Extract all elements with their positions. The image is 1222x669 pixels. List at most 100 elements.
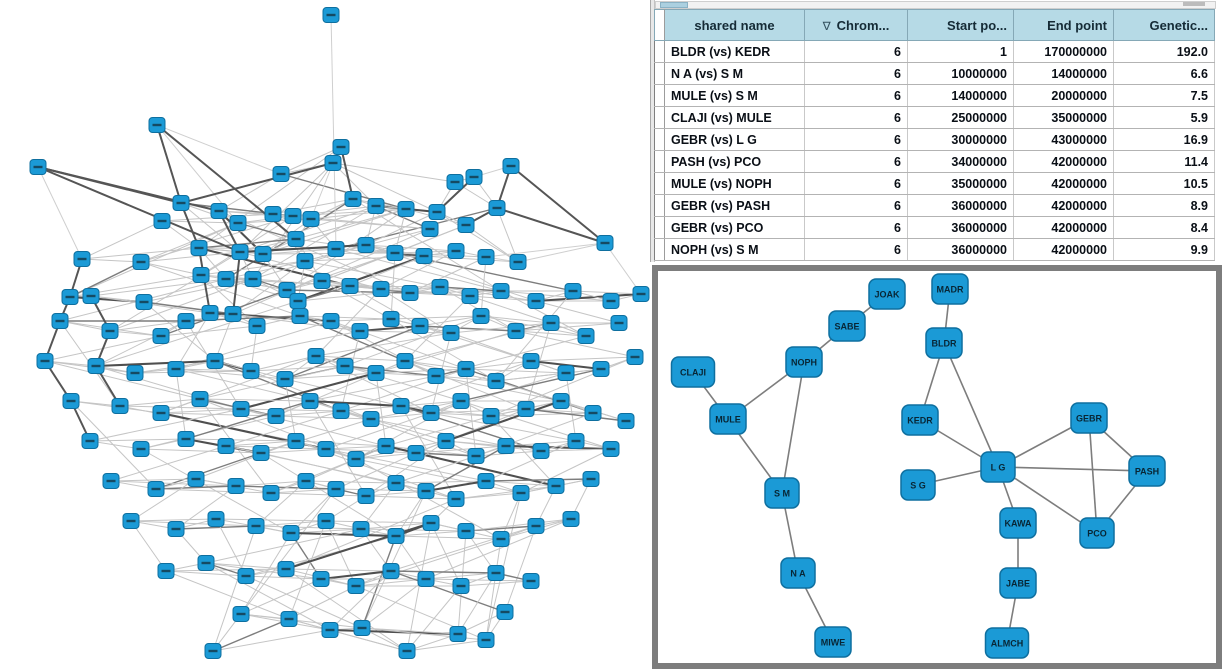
network-node[interactable] (244, 271, 262, 287)
network-node[interactable] (287, 433, 305, 449)
network-node[interactable] (452, 393, 470, 409)
main-network-canvas[interactable] (0, 0, 650, 669)
network-node[interactable] (231, 244, 249, 260)
network-node-mule[interactable]: MULE (709, 403, 747, 435)
network-node[interactable] (206, 353, 224, 369)
table-cell[interactable]: 42000000 (1013, 150, 1114, 173)
network-node[interactable] (411, 318, 429, 334)
network-node[interactable] (322, 7, 340, 23)
network-node[interactable] (351, 323, 369, 339)
network-node[interactable] (353, 620, 371, 636)
network-node[interactable] (602, 293, 620, 309)
network-node[interactable] (111, 398, 129, 414)
network-node[interactable] (602, 441, 620, 457)
network-node[interactable] (577, 328, 595, 344)
network-node[interactable] (152, 405, 170, 421)
network-node[interactable] (357, 237, 375, 253)
table-cell[interactable]: 6 (804, 216, 908, 239)
network-node[interactable] (449, 626, 467, 642)
network-node[interactable] (152, 328, 170, 344)
table-cell[interactable]: 6 (804, 62, 908, 85)
column-header-start-po-[interactable]: Start po... (907, 9, 1014, 41)
network-node[interactable] (192, 267, 210, 283)
network-node[interactable] (197, 555, 215, 571)
network-node[interactable] (417, 571, 435, 587)
network-node[interactable] (502, 158, 520, 174)
table-cell[interactable]: 192.0 (1113, 40, 1215, 63)
network-node[interactable] (626, 349, 644, 365)
network-node[interactable] (552, 393, 570, 409)
table-cell[interactable]: 43000000 (1013, 128, 1114, 151)
network-node[interactable] (122, 513, 140, 529)
network-node[interactable] (352, 521, 370, 537)
network-node[interactable] (312, 571, 330, 587)
network-node[interactable] (582, 471, 600, 487)
network-node[interactable] (126, 365, 144, 381)
network-node[interactable] (341, 278, 359, 294)
table-cell[interactable]: NOPH (vs) S M (664, 238, 805, 261)
network-node[interactable] (457, 217, 475, 233)
table-cell[interactable]: 20000000 (1013, 84, 1114, 107)
table-cell[interactable]: 36000000 (907, 216, 1014, 239)
network-node-pash[interactable]: PASH (1128, 455, 1166, 487)
network-node[interactable] (227, 478, 245, 494)
network-node[interactable] (362, 411, 380, 427)
network-node[interactable] (82, 288, 100, 304)
network-node-kawa[interactable]: KAWA (999, 507, 1037, 539)
network-node[interactable] (102, 473, 120, 489)
network-node[interactable] (392, 398, 410, 414)
network-node[interactable] (207, 511, 225, 527)
network-node[interactable] (287, 231, 305, 247)
table-cell[interactable]: 36000000 (907, 238, 1014, 261)
network-node[interactable] (477, 249, 495, 265)
table-cell[interactable]: 34000000 (907, 150, 1014, 173)
network-node[interactable] (446, 174, 464, 190)
network-node[interactable] (632, 286, 650, 302)
network-node[interactable] (387, 528, 405, 544)
network-node[interactable] (357, 488, 375, 504)
table-cell[interactable]: CLAJI (vs) MULE (664, 106, 805, 129)
overview-network-canvas[interactable]: JOAK SABE NOPH CLAJI MULE S M N A MIWE MADR BLDR K… (658, 271, 1216, 663)
network-node[interactable] (317, 441, 335, 457)
network-node[interactable] (428, 204, 446, 220)
table-cell[interactable]: 6 (804, 150, 908, 173)
network-node[interactable] (132, 254, 150, 270)
network-node[interactable] (276, 371, 294, 387)
network-node[interactable] (135, 294, 153, 310)
network-node[interactable] (387, 475, 405, 491)
table-cell[interactable]: 6 (804, 172, 908, 195)
network-node[interactable] (229, 215, 247, 231)
table-cell[interactable]: MULE (vs) NOPH (664, 172, 805, 195)
network-node[interactable] (327, 481, 345, 497)
network-node[interactable] (447, 243, 465, 259)
network-node[interactable] (567, 433, 585, 449)
network-node[interactable] (487, 373, 505, 389)
table-row[interactable]: N A (vs) S M 6 10000000 14000000 6.6 (654, 62, 1215, 85)
network-node[interactable] (517, 401, 535, 417)
network-node-s-g[interactable]: S G (900, 469, 936, 501)
network-node[interactable] (61, 289, 79, 305)
network-node[interactable] (417, 483, 435, 499)
network-node[interactable] (477, 473, 495, 489)
column-header-end-point[interactable]: End point (1013, 9, 1114, 41)
network-node[interactable] (172, 195, 190, 211)
network-node[interactable] (29, 159, 47, 175)
table-cell[interactable]: 6 (804, 238, 908, 261)
table-cell[interactable]: GEBR (vs) PCO (664, 216, 805, 239)
network-node[interactable] (252, 445, 270, 461)
table-row[interactable]: MULE (vs) S M 6 14000000 20000000 7.5 (654, 84, 1215, 107)
network-node[interactable] (191, 391, 209, 407)
network-node[interactable] (564, 283, 582, 299)
table-cell[interactable]: 6 (804, 106, 908, 129)
network-node[interactable] (457, 361, 475, 377)
network-node[interactable] (382, 563, 400, 579)
table-cell[interactable]: 35000000 (907, 172, 1014, 195)
table-cell[interactable]: 14000000 (1013, 62, 1114, 85)
network-node[interactable] (153, 213, 171, 229)
network-node[interactable] (327, 241, 345, 257)
network-node[interactable] (396, 353, 414, 369)
network-node[interactable] (397, 201, 415, 217)
network-node[interactable] (427, 368, 445, 384)
network-node-almch[interactable]: ALMCH (984, 627, 1030, 659)
table-cell[interactable]: 36000000 (907, 194, 1014, 217)
